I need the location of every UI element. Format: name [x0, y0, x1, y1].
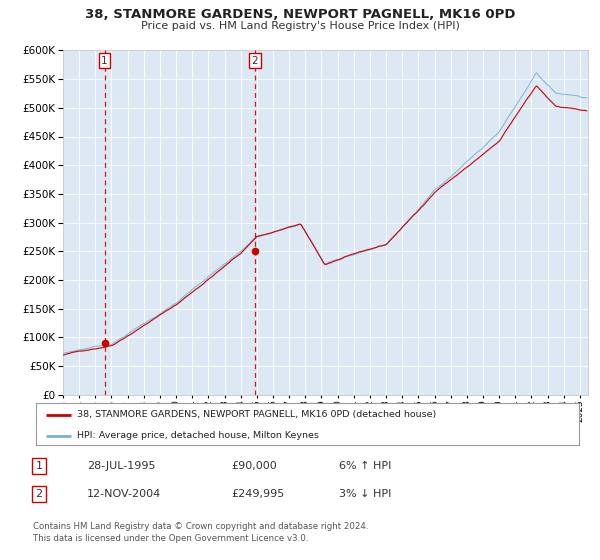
- Text: £90,000: £90,000: [231, 461, 277, 471]
- Text: Contains HM Land Registry data © Crown copyright and database right 2024.
This d: Contains HM Land Registry data © Crown c…: [33, 522, 368, 543]
- Text: £249,995: £249,995: [231, 489, 284, 499]
- Text: 38, STANMORE GARDENS, NEWPORT PAGNELL, MK16 0PD (detached house): 38, STANMORE GARDENS, NEWPORT PAGNELL, M…: [77, 410, 436, 419]
- Text: 6% ↑ HPI: 6% ↑ HPI: [339, 461, 391, 471]
- Text: 1: 1: [35, 461, 43, 471]
- Text: 3% ↓ HPI: 3% ↓ HPI: [339, 489, 391, 499]
- Text: 38, STANMORE GARDENS, NEWPORT PAGNELL, MK16 0PD: 38, STANMORE GARDENS, NEWPORT PAGNELL, M…: [85, 8, 515, 21]
- Text: 12-NOV-2004: 12-NOV-2004: [87, 489, 161, 499]
- Text: Price paid vs. HM Land Registry's House Price Index (HPI): Price paid vs. HM Land Registry's House …: [140, 21, 460, 31]
- Text: 28-JUL-1995: 28-JUL-1995: [87, 461, 155, 471]
- Text: 2: 2: [251, 55, 258, 66]
- Text: HPI: Average price, detached house, Milton Keynes: HPI: Average price, detached house, Milt…: [77, 431, 319, 440]
- Text: 1: 1: [101, 55, 108, 66]
- Text: 2: 2: [35, 489, 43, 499]
